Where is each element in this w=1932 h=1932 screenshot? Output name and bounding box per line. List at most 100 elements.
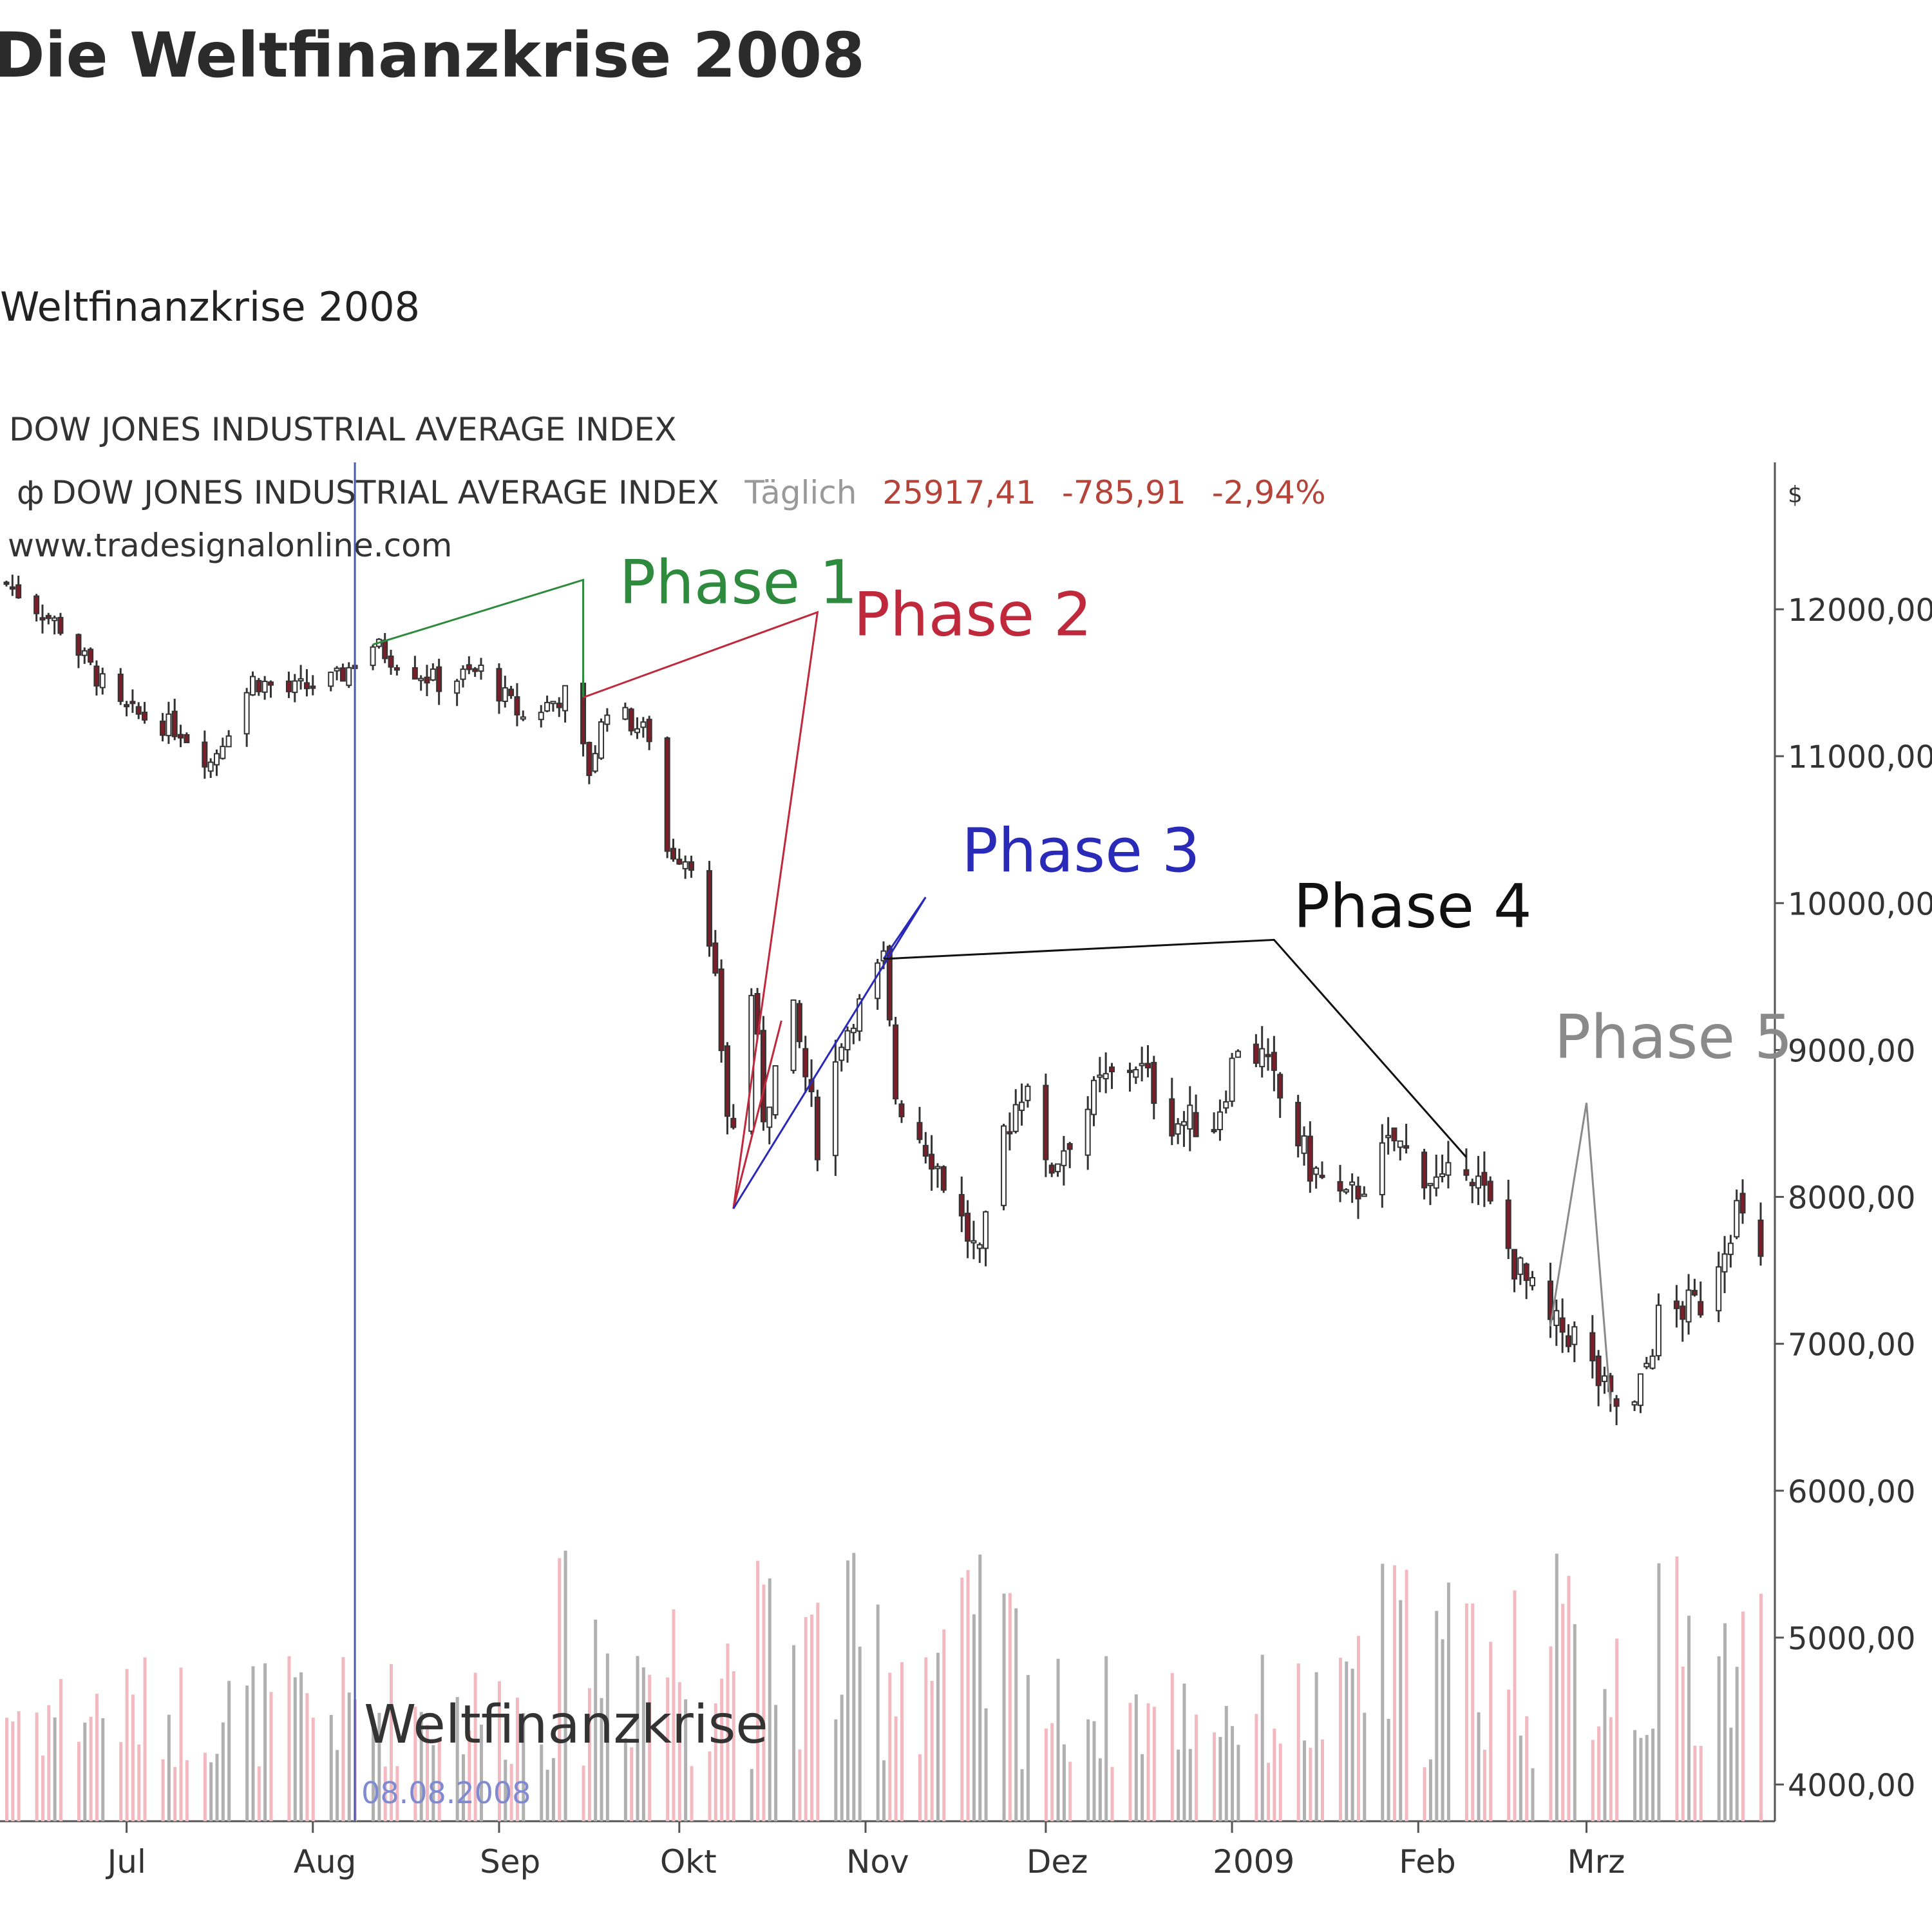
candle [604,714,611,725]
candle [586,741,592,776]
candle [676,858,683,865]
volume-bar [35,1712,39,1821]
phase-4-line [883,938,1468,1158]
volume-bar [1086,1719,1090,1821]
phase-3-label: Phase 3 [961,816,1200,886]
volume-bar [1597,1726,1601,1821]
candle [1337,1181,1343,1192]
candle [790,999,797,1072]
candle [1355,1186,1361,1200]
volume-bar [1273,1728,1276,1821]
candle [1379,1142,1385,1196]
volume-bar [5,1718,8,1821]
volume-bar [77,1741,80,1821]
volume-bar [1567,1576,1571,1821]
volume-bar [1405,1569,1408,1821]
volume-bar [768,1578,772,1821]
candle [1144,1063,1151,1068]
volume-bar [305,1693,309,1821]
volume-bar [1519,1735,1522,1821]
volume-bar [263,1663,267,1821]
candle [267,681,274,686]
candle [52,617,58,621]
candle [1043,1084,1049,1160]
candle [760,1030,766,1122]
candle [418,677,424,681]
volume-bar [1170,1672,1174,1821]
candle [1108,1066,1115,1073]
candle [1253,1043,1259,1064]
candle [129,701,136,705]
candle [1685,1289,1692,1323]
candle [99,673,106,688]
phase-2-label: Phase 2 [853,580,1092,650]
candle [562,685,569,712]
volume-bar [1188,1748,1192,1821]
volume-bar [269,1692,273,1821]
x-tick-label: Dez [1027,1843,1088,1880]
volume-bar [1255,1714,1258,1821]
candle [1716,1266,1722,1312]
volume-bar [545,1770,549,1821]
chart-subtitle: Weltfinanzkrise 2008 [0,283,421,330]
volume-bar [1441,1639,1444,1821]
volume-bar [522,1713,526,1821]
candle [1091,1079,1097,1115]
candle [328,671,334,687]
candle [303,682,310,690]
candle [1301,1135,1307,1154]
candle [310,685,316,689]
candle [496,668,502,702]
candle [670,848,676,860]
x-tick-label: Nov [846,1843,909,1880]
volume-bar [17,1711,21,1821]
volume-bar [798,1749,802,1821]
volume-bar [1062,1744,1066,1821]
candle [1066,1143,1073,1150]
x-tick-label: 2009 [1213,1843,1294,1880]
candle [382,639,388,659]
volume-bar [978,1554,982,1821]
candle [1180,1121,1187,1126]
candle [436,666,442,692]
candle [922,1144,929,1157]
volume-bar [714,1703,717,1821]
volume-bar [504,1759,507,1821]
volume-bar [1008,1593,1012,1821]
candle [622,706,629,720]
volume-bar [834,1719,838,1821]
candle [171,710,178,737]
y-axis-ticks: 12000,00 11000,00 10000,00 9000,00 8000,00 70… [1775,592,1932,1804]
volume-bar [1321,1739,1324,1821]
candle [1601,1375,1607,1383]
volume-bar [1267,1763,1271,1821]
volume-bar [137,1744,141,1821]
volume-bar [1428,1759,1432,1821]
volume-bar [372,1721,375,1821]
volume-bar [1561,1604,1565,1821]
candle [1469,1182,1475,1186]
volume-bar [293,1677,297,1821]
candle [598,721,605,759]
volume-bar [245,1685,249,1821]
candle [1084,1108,1091,1156]
volume-bar [750,1768,753,1821]
y-tick-label: 12000,00 [1788,592,1932,629]
candle [802,1048,809,1077]
volume-bar [1693,1745,1697,1821]
candle [166,713,172,737]
volume-bar [605,1653,609,1821]
volume-bar [1026,1674,1030,1821]
instrument-name: DOW JONES INDUSTRIAL AVERAGE INDEX [52,474,719,511]
candle [1595,1355,1602,1387]
volume-bar [858,1646,862,1821]
volume-bar [299,1672,303,1821]
volume-bar [558,1558,562,1821]
volume-bar [143,1657,147,1821]
volume-bar [47,1705,51,1821]
volume-bar [203,1752,207,1821]
candle [88,649,94,663]
candle [1421,1151,1428,1189]
volume-bar [1231,1726,1235,1821]
